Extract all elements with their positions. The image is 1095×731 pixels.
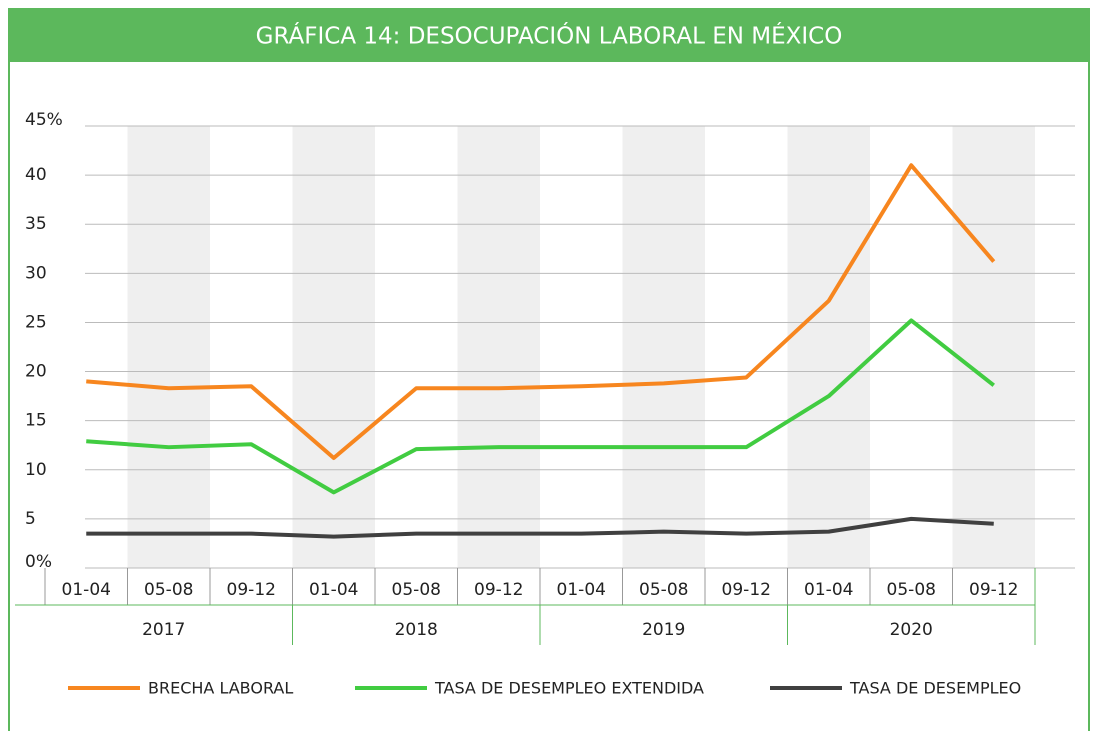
x-tick-label: 05-08 — [887, 580, 936, 600]
series-line — [86, 163, 996, 460]
year-label: 2019 — [642, 620, 685, 640]
y-tick-label: 30 — [25, 263, 47, 283]
x-tick-label: 01-04 — [309, 580, 358, 600]
x-tick-label: 09-12 — [969, 580, 1018, 600]
y-tick-label: 15 — [25, 411, 47, 431]
series-line — [86, 516, 994, 539]
column-shade — [457, 126, 540, 568]
chart-title: GRÁFICA 14: DESOCUPACIÓN LABORAL EN MÉXI… — [256, 22, 843, 50]
x-tick-label: 01-04 — [557, 580, 606, 600]
y-tick-label: 40 — [25, 165, 47, 185]
column-shade — [127, 126, 210, 568]
series-line — [86, 318, 995, 495]
x-tick-label: 05-08 — [392, 580, 441, 600]
x-tick-label: 01-04 — [62, 580, 111, 600]
x-tick-label: 05-08 — [639, 580, 688, 600]
year-label: 2017 — [142, 620, 185, 640]
y-tick-label: 35 — [25, 214, 47, 234]
y-tick-label: 0% — [25, 552, 52, 572]
x-tick-label: 01-04 — [804, 580, 853, 600]
x-tick-label: 09-12 — [227, 580, 276, 600]
y-tick-label: 5 — [25, 509, 36, 529]
y-tick-label: 45% — [25, 110, 63, 130]
y-tick-label: 10 — [25, 460, 47, 480]
column-shade — [787, 126, 870, 568]
legend-label: BRECHA LABORAL — [148, 679, 293, 698]
column-shade — [952, 126, 1035, 568]
column-shade — [292, 126, 375, 568]
x-tick-label: 09-12 — [474, 580, 523, 600]
year-label: 2020 — [890, 620, 933, 640]
column-shade — [622, 126, 705, 568]
legend-label: TASA DE DESEMPLEO — [849, 679, 1021, 698]
y-tick-label: 20 — [25, 362, 47, 382]
x-tick-label: 09-12 — [722, 580, 771, 600]
y-tick-label: 25 — [25, 312, 47, 332]
x-tick-label: 05-08 — [144, 580, 193, 600]
legend-label: TASA DE DESEMPLEO EXTENDIDA — [434, 679, 704, 698]
header-bar — [8, 8, 1090, 62]
year-label: 2018 — [395, 620, 438, 640]
